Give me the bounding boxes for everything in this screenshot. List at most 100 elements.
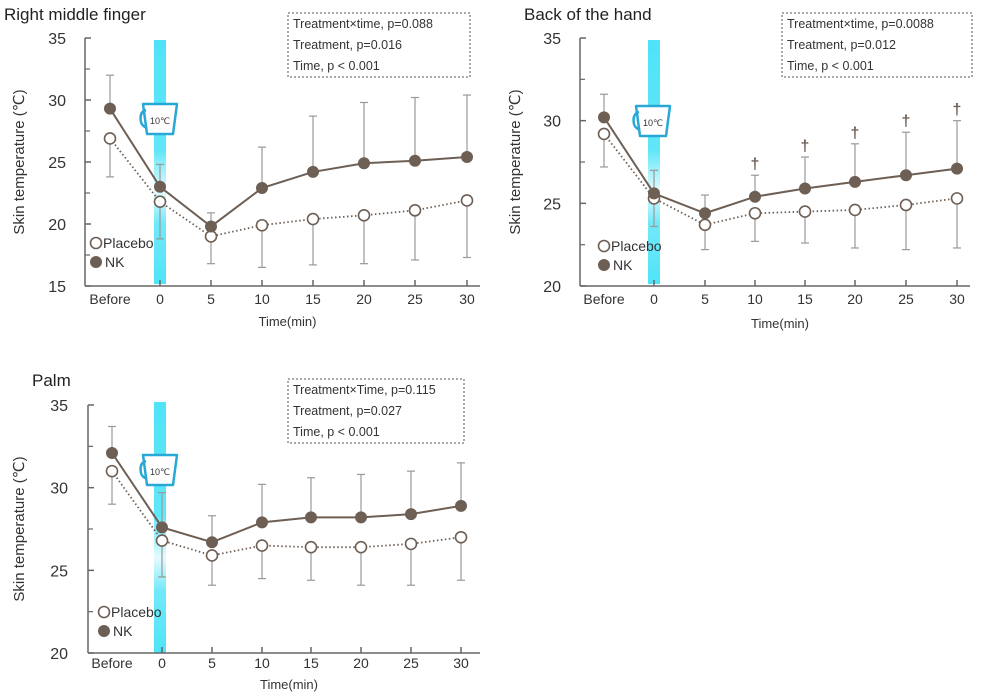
placebo-point xyxy=(848,203,862,217)
stats-box xyxy=(287,12,471,78)
placebo-point xyxy=(798,205,812,218)
chart-back-of-hand: 10℃ 20 25 30 35 Before 0 5 10 15 20 25 30 Time(min) Sk… xyxy=(507,5,973,331)
x-tick-label: 0 xyxy=(158,655,166,671)
x-tick-label: 10 xyxy=(254,655,270,671)
x-tick-label: 30 xyxy=(949,291,965,307)
nk-point xyxy=(598,111,610,124)
legend-nk-label: NK xyxy=(613,257,633,273)
nk-point xyxy=(205,220,217,233)
nk-point xyxy=(256,182,268,195)
placebo-point xyxy=(255,539,269,552)
stats-line: Treatment, p=0.012 xyxy=(787,38,896,52)
legend-placebo-marker xyxy=(97,605,111,619)
cold-water-cup-icon: 10℃ xyxy=(139,453,179,487)
x-axis-label: Time(min) xyxy=(751,316,809,331)
x-tick-label: 20 xyxy=(356,291,372,307)
cup-temperature-label: 10℃ xyxy=(643,118,663,128)
placebo-series-line xyxy=(109,137,468,238)
x-axis-label: Time(min) xyxy=(260,677,318,692)
legend-nk-marker xyxy=(598,259,610,271)
placebo-point xyxy=(357,209,371,222)
x-tick-label: 15 xyxy=(303,655,319,671)
x-tick-label: 5 xyxy=(701,291,709,307)
nk-point xyxy=(154,180,166,193)
placebo-point xyxy=(153,195,167,208)
placebo-point xyxy=(105,464,119,478)
y-tick-label: 25 xyxy=(48,155,66,172)
cup-temperature-label: 10℃ xyxy=(150,116,170,126)
y-tick-label: 20 xyxy=(543,279,561,296)
placebo-point xyxy=(748,206,762,220)
x-tick-label: 20 xyxy=(353,655,369,671)
legend-nk-marker xyxy=(98,625,110,637)
nk-point xyxy=(206,536,218,549)
legend-placebo-marker xyxy=(89,236,103,250)
y-tick-label: 35 xyxy=(48,31,66,48)
stats-line: Treatment×time, p=0.088 xyxy=(293,17,433,31)
stats-line: Time, p < 0.001 xyxy=(787,59,874,73)
nk-point xyxy=(256,516,268,529)
nk-point xyxy=(355,511,367,524)
cup-temperature-label: 10℃ xyxy=(150,467,170,477)
y-tick-label: 30 xyxy=(543,114,561,131)
legend-placebo-label: Placebo xyxy=(103,235,154,251)
stats-box xyxy=(287,378,465,444)
stats-line: Treatment×Time, p=0.115 xyxy=(293,383,436,397)
y-axis-label: Skin temperature (℃) xyxy=(11,89,28,234)
stats-box xyxy=(781,12,973,78)
x-tick-label: Before xyxy=(583,291,624,307)
chart-title: Right middle finger xyxy=(4,5,146,24)
x-tick-label: 15 xyxy=(305,291,321,307)
stats-line: Treatment×time, p=0.0088 xyxy=(787,17,934,31)
nk-point xyxy=(358,157,370,170)
x-tick-label: 25 xyxy=(403,655,419,671)
x-axis-label: Time(min) xyxy=(258,314,316,329)
x-tick-label: 20 xyxy=(847,291,863,307)
chart-right-middle-finger: 10℃ 15 20 25 30 35 Before 0 5 10 15 20 25 30 Time(min)… xyxy=(4,5,480,329)
y-tick-label: 25 xyxy=(543,196,561,213)
nk-point xyxy=(409,154,421,167)
legend-placebo-label: Placebo xyxy=(611,238,662,254)
x-tick-label: 30 xyxy=(459,291,475,307)
x-tick-label: 30 xyxy=(453,655,469,671)
x-tick-label: 5 xyxy=(207,291,215,307)
nk-point xyxy=(106,446,118,459)
nk-point xyxy=(405,508,417,521)
x-tick-label: Before xyxy=(91,655,132,671)
placebo-point xyxy=(408,204,422,217)
x-tick-label: 25 xyxy=(407,291,423,307)
placebo-series-line xyxy=(111,470,462,557)
legend-placebo-label: Placebo xyxy=(111,604,162,620)
placebo-point xyxy=(404,537,418,551)
nk-series-line xyxy=(109,108,468,228)
placebo-point xyxy=(306,212,320,226)
placebo-point xyxy=(597,127,611,141)
x-tick-label: 15 xyxy=(797,291,813,307)
nk-point xyxy=(461,151,473,164)
cold-water-cup-icon: 10℃ xyxy=(632,104,672,138)
legend-nk-marker xyxy=(90,256,102,268)
x-tick-label: 10 xyxy=(254,291,270,307)
x-tick-label: 0 xyxy=(650,291,658,307)
placebo-point xyxy=(204,230,218,243)
placebo-point xyxy=(460,194,474,207)
stats-line: Treatment, p=0.027 xyxy=(293,404,402,418)
x-tick-label: Before xyxy=(89,291,130,307)
placebo-point xyxy=(255,218,269,232)
legend-placebo-marker xyxy=(597,239,611,253)
y-tick-label: 35 xyxy=(543,31,561,48)
y-tick-label: 30 xyxy=(48,93,66,110)
stats-line: Time, p < 0.001 xyxy=(293,59,380,73)
x-tick-label: 5 xyxy=(208,655,216,671)
legend-nk-label: NK xyxy=(113,623,133,639)
x-tick-label: 10 xyxy=(747,291,763,307)
significance-dagger: † xyxy=(953,102,962,119)
chart-palm: 10℃ 20 25 30 35 Before 0 5 10 15 20 25 30 Time(min) Sk… xyxy=(11,371,480,692)
placebo-point xyxy=(205,549,219,562)
significance-dagger: † xyxy=(902,113,911,130)
nk-point xyxy=(699,207,711,220)
y-tick-label: 30 xyxy=(50,481,68,498)
x-tick-label: 0 xyxy=(156,291,164,307)
chart-title: Palm xyxy=(32,371,71,390)
placebo-point xyxy=(155,534,169,547)
